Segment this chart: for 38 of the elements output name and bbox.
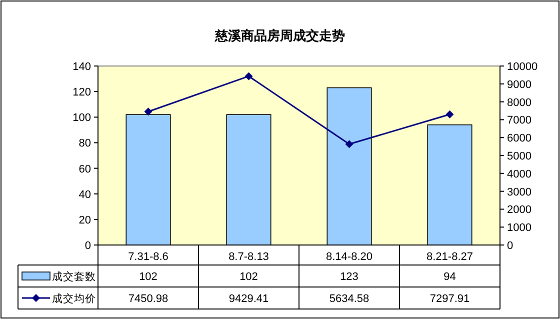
y-tick-label: 120 [72,86,91,99]
y-tick-label: 100 [72,112,91,124]
data-label: 102 [240,271,258,283]
point [144,108,152,116]
legend-label: 成交套数 [52,270,96,283]
y-tick-label: 20 [78,214,91,226]
y2-tick-label: 5000 [507,150,532,162]
chart-title: 慈溪商品房周成交走势 [214,28,345,43]
y2-tick-label: 0 [507,240,514,252]
x-tick-label: 7.31-8.6 [128,251,168,263]
data-label: 102 [139,271,158,283]
x-tick-label: 8.7-8.13 [228,251,269,263]
x-tick-label: 8.21-8.27 [426,251,473,263]
data-label: 94 [444,271,456,283]
data-label: 5634.58 [329,293,370,305]
y2-tick-label: 7000 [507,114,532,127]
y2-tick-label: 3000 [507,186,532,198]
y2-tick-label: 8000 [507,96,532,109]
y2-tick-label: 9000 [507,78,532,91]
y2-tick-label: 6000 [507,132,532,145]
data-label: 123 [340,271,358,283]
y-tick-label: 80 [78,138,91,150]
y2-tick-label: 2000 [507,204,532,216]
point [345,140,354,148]
point [244,72,253,80]
y2-tick-label: 4000 [507,168,532,180]
y-tick-label: 140 [72,61,91,73]
data-label: 9429.41 [228,293,269,305]
y-tick-label: 40 [78,188,91,201]
legend-label: 成交均价 [52,292,96,305]
y2-tick-label: 1000 [507,222,532,234]
y-tick-label: 0 [84,240,91,252]
data-label: 7450.98 [128,293,168,305]
x-tick-label: 8.14-8.20 [326,251,372,263]
y-tick-label: 60 [78,163,91,176]
data-label: 7297.91 [430,293,470,305]
point [446,110,454,118]
y2-tick-label: 10000 [507,61,538,73]
